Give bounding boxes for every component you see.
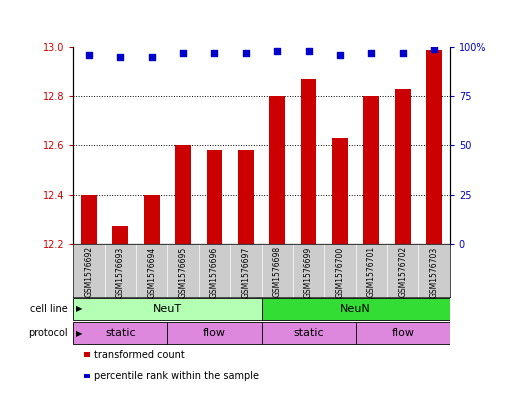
Bar bbox=[112, 226, 128, 244]
Text: flow: flow bbox=[203, 328, 226, 338]
Text: GSM1576694: GSM1576694 bbox=[147, 246, 156, 298]
Point bbox=[304, 48, 313, 54]
Bar bbox=[301, 79, 316, 244]
Bar bbox=[363, 96, 379, 244]
Point bbox=[85, 52, 93, 58]
Bar bbox=[73, 322, 167, 344]
Text: flow: flow bbox=[391, 328, 414, 338]
Text: GSM1576701: GSM1576701 bbox=[367, 246, 376, 298]
Point bbox=[273, 48, 281, 54]
Bar bbox=[81, 195, 97, 244]
Bar bbox=[238, 150, 254, 244]
Bar bbox=[175, 145, 191, 244]
Bar bbox=[262, 298, 450, 320]
Text: cell line: cell line bbox=[30, 304, 68, 314]
Text: percentile rank within the sample: percentile rank within the sample bbox=[94, 371, 259, 381]
Bar bbox=[332, 138, 348, 244]
Text: GSM1576696: GSM1576696 bbox=[210, 246, 219, 298]
Text: protocol: protocol bbox=[28, 328, 68, 338]
Text: NeuN: NeuN bbox=[340, 304, 371, 314]
Point bbox=[147, 54, 156, 60]
Point bbox=[367, 50, 376, 56]
Text: ▶: ▶ bbox=[76, 305, 82, 313]
Text: transformed count: transformed count bbox=[94, 350, 185, 360]
Point bbox=[399, 50, 407, 56]
Text: GSM1576698: GSM1576698 bbox=[272, 246, 282, 298]
Text: static: static bbox=[293, 328, 324, 338]
Bar bbox=[73, 298, 262, 320]
Point bbox=[336, 52, 344, 58]
Text: GSM1576703: GSM1576703 bbox=[429, 246, 439, 298]
Bar bbox=[356, 322, 450, 344]
Text: GSM1576697: GSM1576697 bbox=[241, 246, 251, 298]
Bar bbox=[395, 89, 411, 244]
Text: GSM1576695: GSM1576695 bbox=[178, 246, 188, 298]
Text: GSM1576702: GSM1576702 bbox=[398, 246, 407, 298]
Point bbox=[430, 46, 438, 52]
Point bbox=[242, 50, 250, 56]
Text: GSM1576700: GSM1576700 bbox=[335, 246, 345, 298]
Text: GSM1576699: GSM1576699 bbox=[304, 246, 313, 298]
Point bbox=[179, 50, 187, 56]
Text: GSM1576692: GSM1576692 bbox=[84, 246, 94, 298]
Bar bbox=[207, 150, 222, 244]
Text: static: static bbox=[105, 328, 135, 338]
Bar bbox=[167, 322, 262, 344]
Text: ▶: ▶ bbox=[76, 329, 82, 338]
Text: GSM1576693: GSM1576693 bbox=[116, 246, 125, 298]
Point bbox=[116, 54, 124, 60]
Bar bbox=[262, 322, 356, 344]
Bar bbox=[269, 96, 285, 244]
Bar bbox=[426, 50, 442, 244]
Text: NeuT: NeuT bbox=[153, 304, 182, 314]
Bar bbox=[144, 195, 160, 244]
Point bbox=[210, 50, 219, 56]
